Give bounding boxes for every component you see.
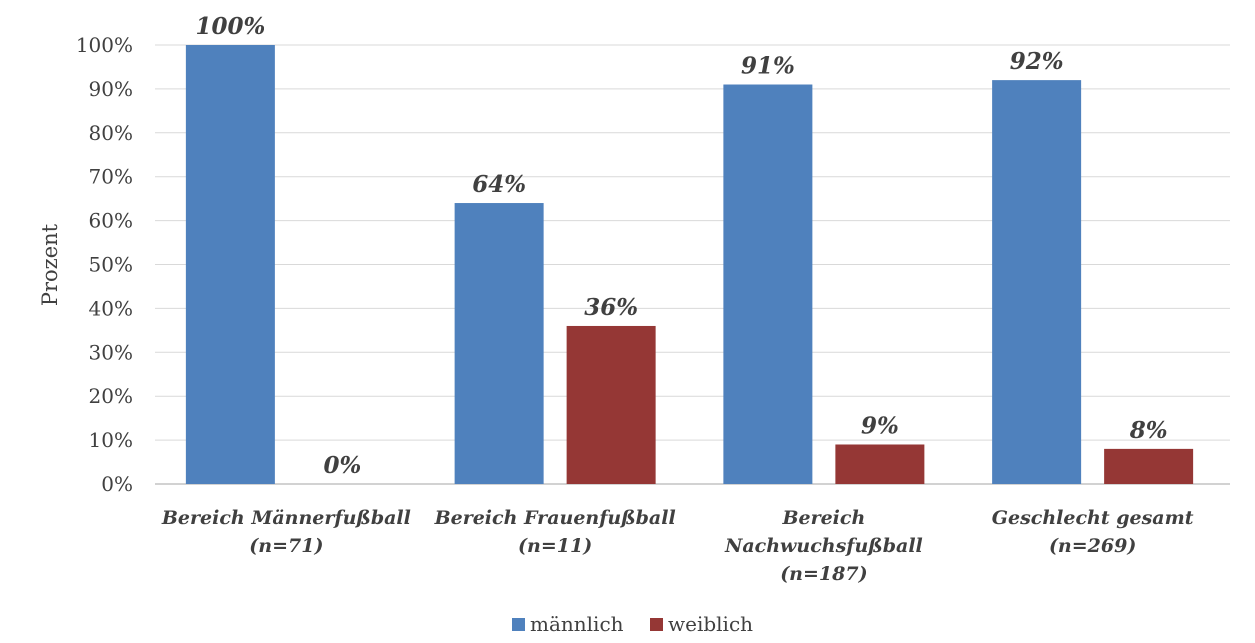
data-label: 64% [472, 171, 526, 198]
legend-label: weiblich [668, 612, 753, 636]
y-tick-label: 90% [89, 77, 133, 101]
bar-männlich-3 [992, 80, 1082, 485]
y-axis-label: Prozent [38, 223, 62, 306]
bar-männlich-2 [723, 84, 813, 484]
y-tick-label: 30% [89, 340, 133, 364]
y-tick-label: 50% [89, 253, 133, 277]
y-tick-label: 80% [89, 121, 133, 145]
y-tick-label: 100% [76, 33, 133, 57]
y-tick-label: 0% [101, 472, 133, 496]
data-label: 91% [741, 53, 795, 80]
category-label: (n=11) [518, 535, 592, 557]
data-label: 8% [1129, 417, 1168, 444]
bars [185, 45, 1194, 485]
legend-swatch-weiblich [650, 618, 663, 631]
y-tick-label: 40% [89, 296, 133, 320]
category-label: (n=71) [249, 535, 323, 557]
category-label: Geschlecht gesamt [992, 507, 1194, 529]
data-labels: 100% 0% 64% 36% 91% 9% 92% 8% [195, 13, 1167, 479]
y-tick-label: 60% [89, 209, 133, 233]
bar-männlich-1 [454, 203, 544, 485]
category-label: (n=187) [780, 563, 867, 585]
bar-weiblich-1 [566, 325, 656, 484]
category-label: Bereich [781, 507, 865, 529]
data-label: 9% [861, 412, 899, 439]
data-label: 36% [584, 294, 638, 321]
y-tick-label: 70% [89, 165, 133, 189]
category-label: Nachwuchsfußball [724, 535, 923, 557]
y-tick-label: 10% [89, 428, 133, 452]
data-label: 100% [195, 13, 265, 40]
legend-swatch-männlich [512, 618, 525, 631]
y-tick-label: 20% [89, 384, 133, 408]
bar-weiblich-3 [1104, 448, 1194, 484]
bar-weiblich-2 [835, 444, 925, 484]
y-axis-ticks: 0% 10% 20% 30% 40% 50% 60% 70% 80% 90% 100% [76, 33, 133, 496]
legend-label: männlich [530, 612, 624, 636]
data-label: 92% [1010, 48, 1064, 75]
legend: männlich weiblich [512, 612, 753, 636]
x-axis-categories: Bereich Männerfußball (n=71) Bereich Fraue… [161, 507, 1194, 585]
category-label: (n=269) [1049, 535, 1136, 557]
bar-männlich-0 [185, 45, 275, 484]
data-label: 0% [323, 452, 361, 479]
category-label: Bereich Frauenfußball [434, 507, 676, 529]
category-label: Bereich Männerfußball [161, 507, 411, 529]
